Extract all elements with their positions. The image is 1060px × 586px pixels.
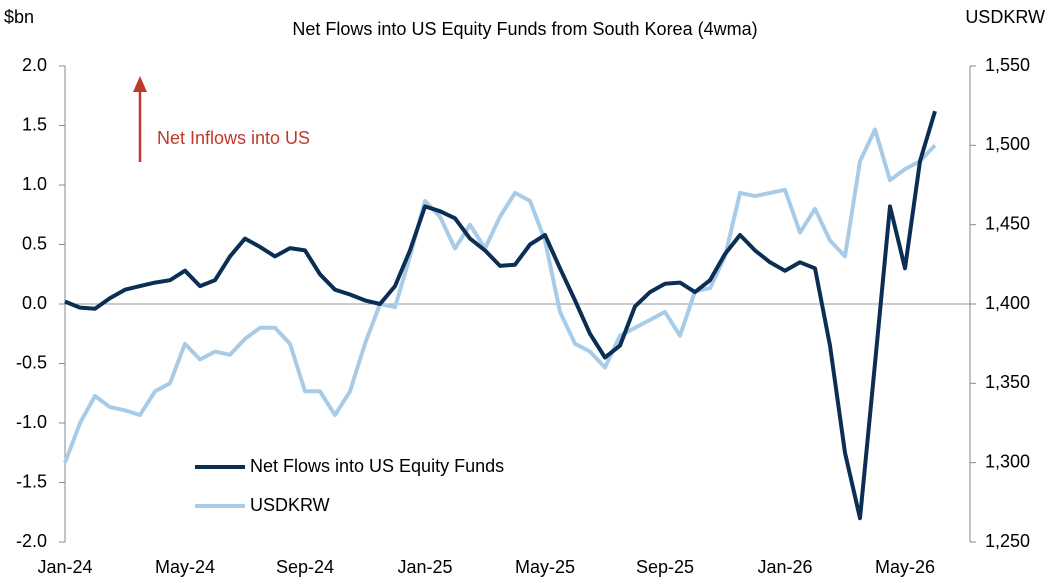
- arrow-head: [133, 76, 147, 92]
- y2-tick-label: 1,400: [985, 293, 1030, 313]
- x-tick-label: May-25: [515, 557, 575, 577]
- y-tick-label: 2.0: [22, 55, 47, 75]
- y2-tick-label: 1,450: [985, 213, 1030, 233]
- y-tick-label: -2.0: [16, 531, 47, 551]
- y2-tick-label: 1,250: [985, 531, 1030, 551]
- y2-tick-label: 1,550: [985, 55, 1030, 75]
- legend-label: USDKRW: [250, 495, 330, 515]
- legend-label: Net Flows into US Equity Funds: [250, 456, 504, 476]
- annotation: Net Inflows into US: [157, 128, 310, 148]
- y2-tick-label: 1,300: [985, 451, 1030, 471]
- y2-tick-label: 1,500: [985, 134, 1030, 154]
- y-axis-label: $bn: [4, 7, 34, 27]
- series-line: [63, 127, 937, 464]
- x-tick-label: May-24: [155, 557, 215, 577]
- x-tick-label: Jan-24: [37, 557, 92, 577]
- annotation-arrow: [133, 76, 147, 162]
- y-tick-label: 1.0: [22, 174, 47, 194]
- y-tick-label: 0.5: [22, 233, 47, 253]
- y-tick-label: 0.0: [22, 293, 47, 313]
- x-tick-label: Sep-24: [276, 557, 334, 577]
- y2-tick-label: 1,350: [985, 372, 1030, 392]
- x-tick-label: Sep-25: [636, 557, 694, 577]
- y-tick-label: -0.5: [16, 352, 47, 372]
- x-tick-label: May-26: [875, 557, 935, 577]
- y-tick-label: -1.5: [16, 471, 47, 491]
- y-tick-label: 1.5: [22, 114, 47, 134]
- x-tick-label: Jan-25: [397, 557, 452, 577]
- chart-title: Net Flows into US Equity Funds from Sout…: [292, 19, 757, 39]
- series-line: [64, 110, 937, 521]
- x-tick-label: Jan-26: [757, 557, 812, 577]
- y-tick-label: -1.0: [16, 412, 47, 432]
- y2-axis-label: USDKRW: [965, 7, 1045, 27]
